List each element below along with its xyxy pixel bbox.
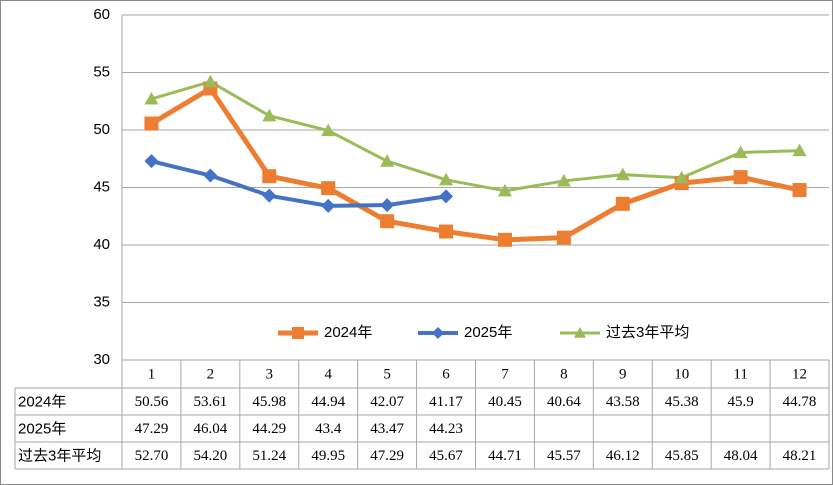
x-tick-label: 9	[619, 366, 627, 382]
marker	[615, 196, 630, 211]
table-cell: 46.12	[606, 448, 640, 464]
x-tick-label: 11	[733, 366, 747, 382]
table-cell: 45.85	[665, 448, 699, 464]
table-cell: 41.17	[429, 394, 463, 410]
table-cell: 45.98	[252, 394, 286, 410]
marker	[262, 108, 277, 122]
table-cell: 45.38	[665, 394, 699, 410]
marker	[321, 123, 336, 137]
marker	[733, 145, 748, 159]
y-tick-label: 45	[93, 178, 110, 195]
series-line	[151, 80, 800, 193]
marker	[497, 232, 512, 247]
table-cell: 44.94	[311, 394, 345, 410]
marker	[556, 230, 571, 245]
table-cell: 43.47	[370, 421, 404, 437]
marker	[262, 169, 277, 184]
legend-label: 过去3年平均	[606, 324, 689, 341]
table-cell: 46.04	[194, 421, 228, 437]
table-cell: 53.61	[194, 394, 228, 410]
marker	[615, 167, 630, 181]
x-tick-label: 6	[442, 366, 450, 382]
x-tick-label: 2	[207, 366, 215, 382]
y-tick-label: 50	[93, 121, 110, 138]
marker	[380, 198, 395, 213]
x-tick-label: 5	[383, 366, 391, 382]
legend-label: 2025年	[464, 324, 512, 341]
table-cell: 44.71	[488, 448, 522, 464]
series-line	[150, 85, 801, 243]
table-cell: 49.95	[311, 448, 345, 464]
marker	[792, 143, 807, 157]
table-cell: 48.04	[724, 448, 758, 464]
x-tick-label: 1	[148, 366, 156, 382]
marker	[321, 198, 336, 213]
marker	[432, 327, 444, 339]
y-tick-label: 40	[93, 236, 110, 253]
marker	[792, 183, 807, 198]
marker	[556, 173, 571, 187]
table-row-header: 2025年	[18, 420, 66, 437]
marker	[497, 183, 512, 197]
table-cell: 48.21	[783, 448, 817, 464]
table-cell: 44.23	[429, 421, 463, 437]
series-line	[150, 159, 447, 208]
x-tick-label: 7	[501, 366, 509, 382]
x-tick-label: 12	[792, 366, 807, 382]
y-tick-label: 35	[93, 293, 110, 310]
legend-label: 2024年	[324, 324, 372, 341]
table-cell: 43.58	[606, 394, 640, 410]
table-row-header: 2024年	[18, 393, 66, 410]
marker	[203, 168, 218, 183]
table-cell: 40.45	[488, 394, 522, 410]
table-cell: 42.07	[370, 394, 404, 410]
table-cell: 52.70	[135, 448, 169, 464]
marker	[144, 154, 159, 169]
marker	[439, 189, 454, 204]
marker	[144, 91, 159, 105]
marker	[144, 116, 159, 131]
marker	[262, 188, 277, 203]
table-cell: 51.24	[252, 448, 286, 464]
marker	[203, 74, 218, 88]
marker	[574, 327, 586, 338]
table-cell: 44.78	[783, 394, 817, 410]
table-cell: 43.4	[315, 421, 342, 437]
x-tick-label: 3	[266, 366, 274, 382]
y-tick-label: 60	[93, 6, 110, 23]
table-cell: 45.67	[429, 448, 463, 464]
table-cell: 47.29	[135, 421, 169, 437]
marker	[733, 170, 748, 185]
table-cell: 54.20	[194, 448, 228, 464]
table-cell: 45.57	[547, 448, 581, 464]
y-tick-label: 55	[93, 63, 110, 80]
marker	[380, 214, 395, 229]
table-cell: 45.9	[728, 394, 754, 410]
marker	[439, 224, 454, 239]
y-tick-label: 30	[93, 351, 110, 368]
x-tick-label: 4	[324, 366, 332, 382]
table-cell: 44.29	[252, 421, 286, 437]
marker	[292, 327, 304, 339]
table-cell: 50.56	[135, 394, 169, 410]
marker	[439, 172, 454, 186]
table-cell: 40.64	[547, 394, 581, 410]
table-cell: 47.29	[370, 448, 404, 464]
x-tick-label: 8	[560, 366, 568, 382]
marker	[674, 170, 689, 184]
marker	[321, 181, 336, 196]
marker	[380, 154, 395, 167]
x-tick-label: 10	[674, 366, 689, 382]
table-row-header: 过去3年平均	[18, 447, 101, 464]
